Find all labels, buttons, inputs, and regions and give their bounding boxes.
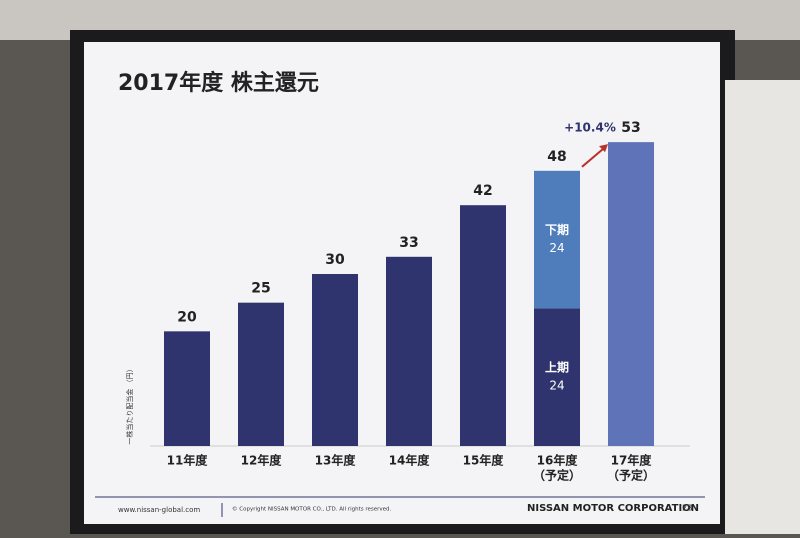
total-label: 25 xyxy=(251,281,270,297)
growth-arrowhead xyxy=(599,144,608,153)
segment-value: 24 xyxy=(549,379,564,393)
total-label: 30 xyxy=(325,252,345,268)
total-label: 20 xyxy=(177,309,197,325)
x-tick-label: （予定） xyxy=(607,468,655,483)
x-tick-label: 16年度 xyxy=(537,453,579,468)
x-tick-label: 13年度 xyxy=(315,453,357,468)
total-label: 48 xyxy=(547,149,566,165)
bar xyxy=(312,274,358,446)
y-axis-label: 一株当たり配当金 （円） xyxy=(125,365,134,444)
x-tick-label: 17年度 xyxy=(611,453,653,468)
bar xyxy=(608,142,654,446)
bar xyxy=(534,170,580,309)
footer-company: NISSAN MOTOR CORPORATION xyxy=(527,503,699,514)
x-tick-label: 15年度 xyxy=(463,453,505,468)
footer-url: www.nissan-global.com xyxy=(118,506,200,514)
chart-title: 2017年度 株主還元 xyxy=(118,70,319,96)
footer-copyright: © Copyright NISSAN MOTOR CO., LTD. All r… xyxy=(232,506,392,513)
growth-arrow xyxy=(581,147,605,168)
x-tick-label: 12年度 xyxy=(241,453,283,468)
bar xyxy=(164,331,210,446)
segment-value: 24 xyxy=(549,241,564,255)
x-tick-label: 14年度 xyxy=(389,453,431,468)
x-tick-label: （予定） xyxy=(533,468,581,483)
growth-annotation: +10.4% xyxy=(564,121,616,135)
total-label: 33 xyxy=(399,235,418,251)
segment-name: 上期 xyxy=(545,360,569,375)
total-label: 42 xyxy=(473,183,492,199)
bar xyxy=(460,205,506,446)
total-label: 53 xyxy=(621,120,640,136)
bar xyxy=(534,308,580,446)
bar xyxy=(238,302,284,446)
side-panel xyxy=(725,80,800,534)
segment-name: 下期 xyxy=(545,222,569,237)
page-number: 28 xyxy=(682,504,692,513)
bar xyxy=(386,256,432,446)
x-tick-label: 11年度 xyxy=(167,453,209,468)
